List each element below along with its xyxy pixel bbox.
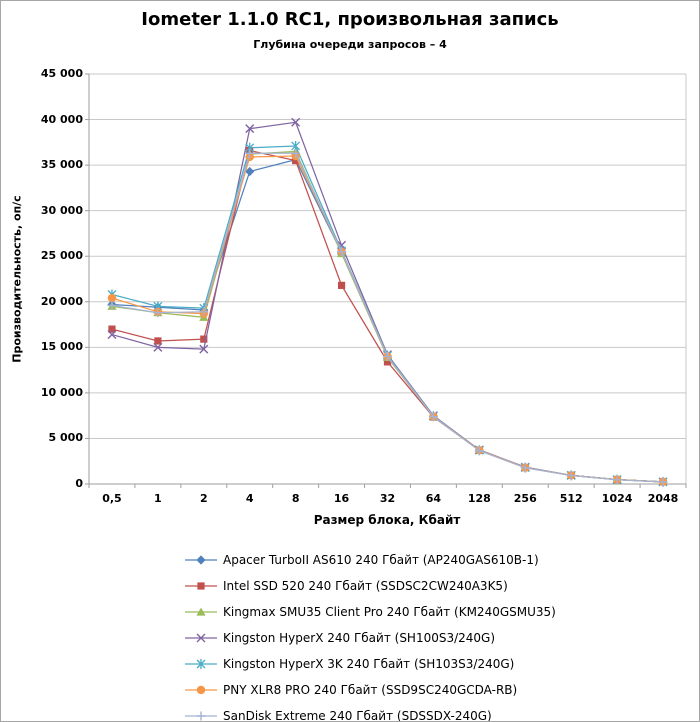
legend-label: SanDisk Extreme 240 Гбайт (SDSSDX-240G) [223, 709, 492, 722]
legend-label: Kingmax SMU35 Client Pro 240 Гбайт (KM24… [223, 605, 556, 619]
legend-marker-square-icon [185, 582, 217, 590]
x-tick-label: 64 [425, 492, 442, 505]
legend-marker-triangle-icon [185, 607, 217, 616]
legend-label: Intel SSD 520 240 Гбайт (SSDSC2CW240A3K5… [223, 579, 508, 593]
legend-marker-circle-icon [185, 685, 217, 695]
y-tick-label: 15 000 [40, 340, 83, 354]
legend-label: Kingston HyperX 3K 240 Гбайт (SH103S3/24… [223, 657, 515, 671]
legend-item: SanDisk Extreme 240 Гбайт (SDSSDX-240G) [185, 703, 556, 722]
y-tick-label: 0 [75, 477, 83, 490]
y-tick-label: 35 000 [40, 158, 83, 172]
x-tick-label: 1 [154, 492, 162, 505]
x-tick-label: 0,5 [102, 492, 122, 505]
chart-legend: Apacer TurboII AS610 240 Гбайт (AP240GAS… [185, 547, 556, 722]
legend-item: Apacer TurboII AS610 240 Гбайт (AP240GAS… [185, 547, 556, 573]
legend-label: Kingston HyperX 240 Гбайт (SH100S3/240G) [223, 631, 496, 645]
series-plus [107, 148, 668, 487]
y-tick-label: 40 000 [40, 112, 83, 126]
y-tick-label: 10 000 [40, 385, 83, 399]
x-tick-label: 2048 [647, 492, 679, 505]
y-tick-label: 30 000 [40, 203, 83, 217]
x-axis-title: Размер блока, Кбайт [313, 513, 461, 527]
x-tick-label: 128 [467, 492, 491, 505]
x-tick-label: 2 [199, 492, 208, 505]
series-triangle [107, 147, 668, 486]
legend-label: PNY XLR8 PRO 240 Гбайт (SSD9SC240GCDA-RB… [223, 683, 518, 697]
legend-item: PNY XLR8 PRO 240 Гбайт (SSD9SC240GCDA-RB… [185, 677, 556, 703]
x-tick-label: 1024 [601, 492, 633, 505]
legend-marker-plus-icon [185, 711, 217, 721]
x-tick-label: 512 [559, 492, 583, 505]
legend-marker-asterisk-icon [185, 659, 217, 669]
chart-title: Iometer 1.1.0 RC1, произвольная запись [141, 9, 559, 30]
chart-subtitle: Глубина очереди запросов – 4 [253, 38, 447, 51]
y-tick-label: 45 000 [40, 67, 83, 80]
legend-marker-x-icon [185, 633, 217, 643]
x-tick-label: 16 [333, 492, 350, 505]
y-tick-label: 20 000 [40, 294, 83, 308]
series-asterisk [107, 140, 668, 487]
legend-item: Intel SSD 520 240 Гбайт (SSDSC2CW240A3K5… [185, 573, 556, 599]
legend-item: Kingston HyperX 3K 240 Гбайт (SH103S3/24… [185, 651, 556, 677]
series-diamond [107, 155, 668, 487]
legend-marker-diamond-icon [185, 555, 217, 565]
legend-item: Kingston HyperX 240 Гбайт (SH100S3/240G) [185, 625, 556, 651]
x-tick-label: 8 [291, 492, 300, 505]
series-circle [107, 151, 668, 487]
y-tick-label: 5 000 [48, 431, 83, 445]
legend-label: Apacer TurboII AS610 240 Гбайт (AP240GAS… [223, 553, 539, 567]
x-tick-label: 256 [513, 492, 537, 505]
x-tick-label: 4 [245, 492, 254, 505]
x-tick-label: 32 [379, 492, 396, 505]
y-tick-label: 25 000 [40, 249, 83, 263]
legend-item: Kingmax SMU35 Client Pro 240 Гбайт (KM24… [185, 599, 556, 625]
